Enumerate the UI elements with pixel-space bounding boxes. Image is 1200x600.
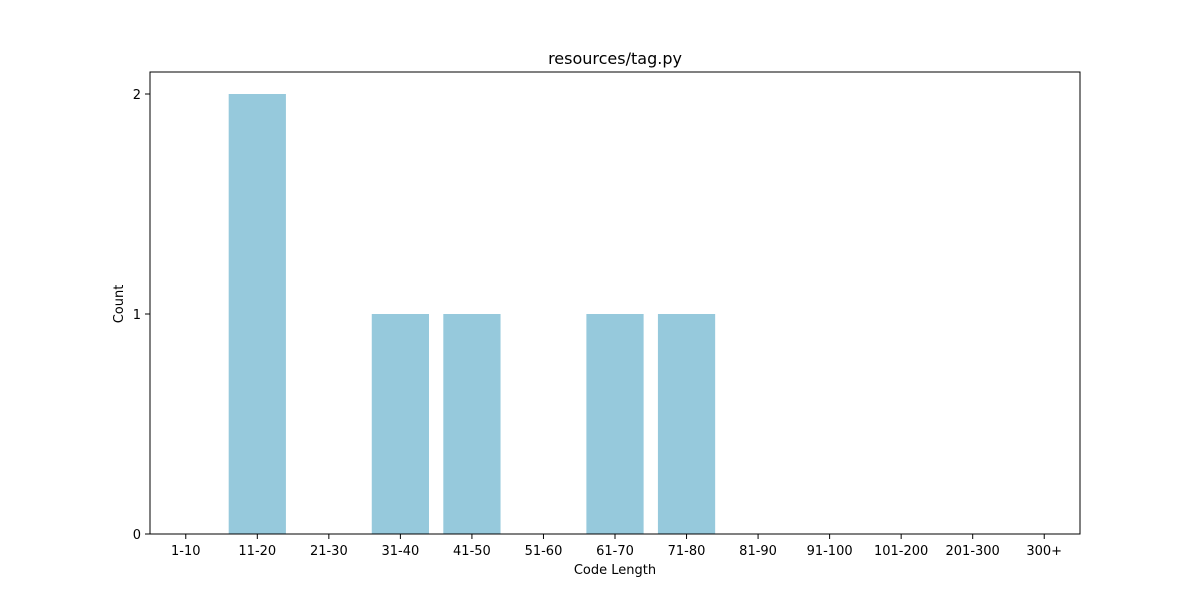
bars-group: [228, 94, 716, 534]
x-tick-label: 61-70: [596, 544, 634, 559]
x-tick-label: 41-50: [453, 544, 491, 559]
bar-31-40: [371, 314, 429, 534]
x-tick-label: 91-100: [807, 544, 853, 559]
x-axis-label: Code Length: [574, 563, 656, 578]
y-tick-label: 1: [133, 308, 141, 323]
y-tick-label: 0: [133, 528, 141, 543]
x-tick-label: 101-200: [874, 544, 928, 559]
x-tick-label: 201-300: [946, 544, 1000, 559]
x-tick-label: 71-80: [668, 544, 706, 559]
y-tick-label: 2: [133, 88, 141, 103]
plot-area-frame: [149, 71, 1081, 535]
x-tick-label: 1-10: [171, 544, 201, 559]
y-axis-ticks: 0 1 2: [133, 88, 150, 543]
x-tick-label: 300+: [1026, 544, 1062, 559]
x-tick-label: 31-40: [381, 544, 419, 559]
chart-title: resources/tag.py: [548, 49, 682, 68]
x-tick-label: 81-90: [739, 544, 777, 559]
y-axis-label: Count: [112, 285, 127, 324]
x-tick-label: 51-60: [525, 544, 563, 559]
bar-71-80: [657, 314, 716, 534]
bar-11-20: [228, 94, 286, 534]
x-tick-label: 11-20: [238, 544, 276, 559]
x-axis-ticks: 1-10 11-20 21-30 31-40 41-50 51-60 61-70 71-80 8…: [171, 534, 1062, 559]
bar-61-70: [586, 314, 644, 534]
bar-41-50: [443, 314, 501, 534]
x-tick-label: 21-30: [310, 544, 348, 559]
